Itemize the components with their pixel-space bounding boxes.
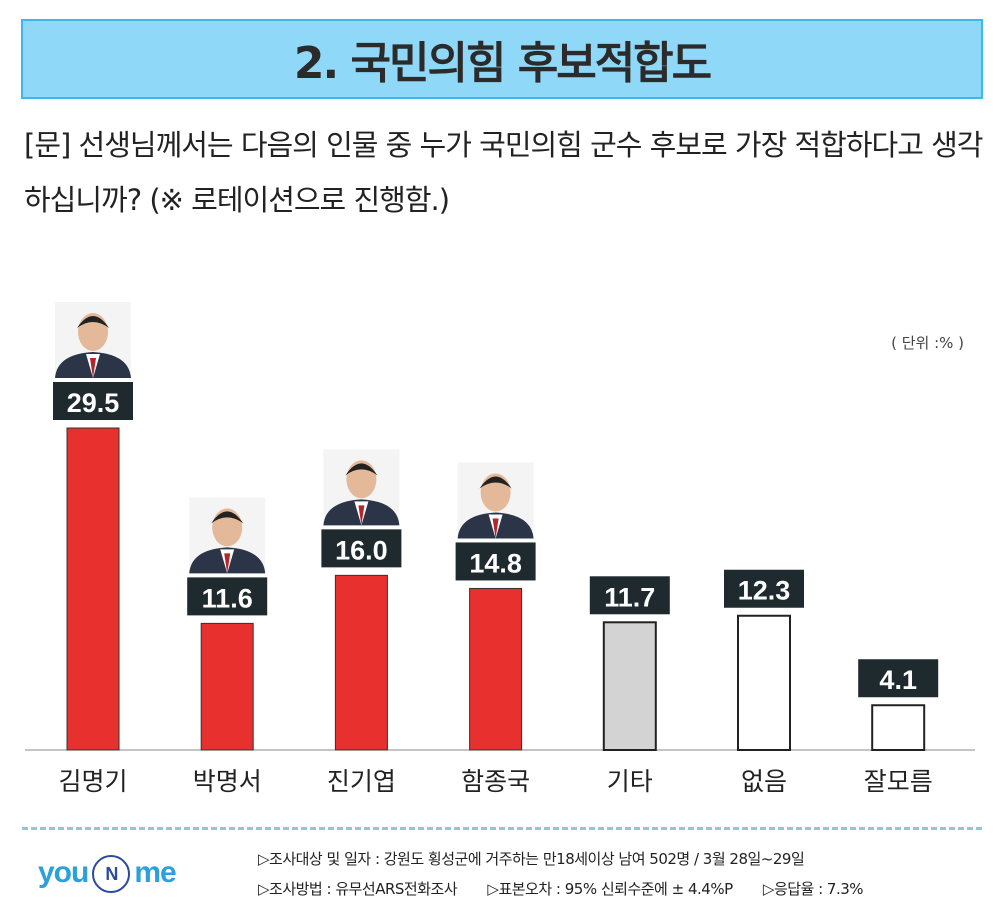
footer-method: ▷조사방법 : 유무선ARS전화조사 [258,880,458,898]
value-label: 29.5 [67,388,120,418]
value-label: 11.6 [202,583,253,613]
category-label: 기타 [607,767,653,796]
value-label: 14.8 [469,548,522,578]
bar [66,427,120,751]
bar [469,587,523,751]
bar-chart: 29.5 김명기 11.6 박명서 16.0 진기엽 14.8 함종국 11.7 기타 12.3 없음… [25,302,975,796]
candidate-photo [189,497,266,574]
value-label: 12.3 [738,576,791,606]
bar [602,621,657,751]
footer-survey-target: ▷조사대상 및 일자 : 강원도 횡성군에 거주하는 만18세이상 남여 502… [258,850,805,868]
bar [200,622,254,751]
page-title: 2. 국민의힘 후보적합도 [293,38,712,89]
value-label-bg [53,382,133,420]
logo-you: you [38,855,89,889]
category-label: 박명서 [193,767,262,796]
bar [737,614,791,751]
value-label-bg [321,529,402,568]
category-label: 진기엽 [327,767,396,796]
title-banner: 2. 국민의힘 후보적합도 [21,19,983,99]
bar [334,574,388,751]
value-label-bg [724,569,804,608]
candidate-photo [323,449,400,526]
footer-line-2: ▷조사방법 : 유무선ARS전화조사 ▷표본오차 : 95% 신뢰수준에 ± 4… [258,878,889,899]
value-label-bg [589,576,670,615]
footer-line-1: ▷조사대상 및 일자 : 강원도 횡성군에 거주하는 만18세이상 남여 502… [258,848,830,869]
value-label-bg [858,659,939,698]
bar [871,704,926,751]
logo-n: N [92,855,131,893]
logo-me: me [134,855,176,889]
value-label: 4.1 [879,665,917,695]
value-label: 16.0 [335,535,388,565]
value-label-bg [455,542,536,581]
unit-label: ( 단위 :% ) [891,334,964,352]
category-label: 잘모름 [864,767,933,796]
category-label: 김명기 [58,767,127,796]
value-label-bg [187,577,268,616]
candidate-photo [457,462,534,539]
footer-margin: ▷표본오차 : 95% 신뢰수준에 ± 4.4%P [487,880,733,898]
question-text: [문] 선생님께서는 다음의 인물 중 누가 국민의힘 군수 후보로 가장 적합… [24,128,983,217]
footer-response-rate: ▷응답율 : 7.3% [762,880,864,898]
value-label: 11.7 [604,582,655,612]
divider [22,827,982,830]
candidate-photo [55,302,131,378]
category-label: 함종국 [461,767,530,796]
category-label: 없음 [741,767,787,796]
